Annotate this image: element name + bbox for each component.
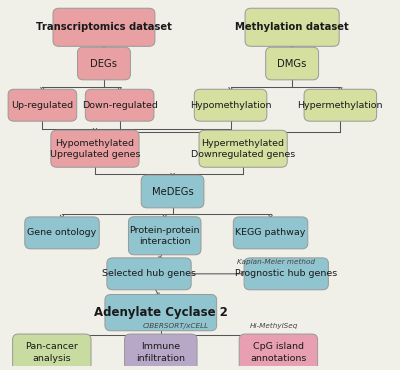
FancyBboxPatch shape xyxy=(128,217,201,255)
FancyBboxPatch shape xyxy=(233,217,308,249)
FancyBboxPatch shape xyxy=(85,89,154,121)
FancyBboxPatch shape xyxy=(13,334,91,370)
Text: Prognostic hub genes: Prognostic hub genes xyxy=(235,269,337,278)
Text: Pan-cancer
analysis: Pan-cancer analysis xyxy=(25,343,78,363)
FancyBboxPatch shape xyxy=(141,175,204,208)
Text: Selected hub genes: Selected hub genes xyxy=(102,269,196,278)
Text: Hypermethylation: Hypermethylation xyxy=(298,101,383,110)
Text: Gene ontology: Gene ontology xyxy=(27,228,97,238)
FancyBboxPatch shape xyxy=(124,334,197,370)
Text: Kaplan-Meier method: Kaplan-Meier method xyxy=(237,259,315,266)
Text: MeDEGs: MeDEGs xyxy=(152,186,194,196)
Text: Hypermethylated
Downregulated genes: Hypermethylated Downregulated genes xyxy=(191,139,295,159)
FancyBboxPatch shape xyxy=(8,89,77,121)
Text: Hypomethylation: Hypomethylation xyxy=(190,101,271,110)
Text: Immune
infiltration: Immune infiltration xyxy=(136,343,185,363)
FancyBboxPatch shape xyxy=(105,295,217,331)
Text: Transcriptomics dataset: Transcriptomics dataset xyxy=(36,22,172,32)
Text: Up-regulated: Up-regulated xyxy=(11,101,74,110)
Text: Hi-MethylSeq: Hi-MethylSeq xyxy=(250,323,298,329)
FancyBboxPatch shape xyxy=(194,89,267,121)
Text: DEGs: DEGs xyxy=(90,58,118,68)
FancyBboxPatch shape xyxy=(107,258,191,290)
Text: Methylation dataset: Methylation dataset xyxy=(235,22,349,32)
FancyBboxPatch shape xyxy=(239,334,318,370)
Text: Down-regulated: Down-regulated xyxy=(82,101,158,110)
Text: KEGG pathway: KEGG pathway xyxy=(235,228,306,238)
FancyBboxPatch shape xyxy=(53,8,155,46)
FancyBboxPatch shape xyxy=(266,47,318,80)
FancyBboxPatch shape xyxy=(244,258,328,290)
Text: CpG island
annotations: CpG island annotations xyxy=(250,343,306,363)
FancyBboxPatch shape xyxy=(51,130,139,167)
Text: CIBERSORT/xCELL: CIBERSORT/xCELL xyxy=(143,323,209,329)
FancyBboxPatch shape xyxy=(25,217,99,249)
FancyBboxPatch shape xyxy=(245,8,339,46)
FancyBboxPatch shape xyxy=(304,89,376,121)
Text: Protein-protein
interaction: Protein-protein interaction xyxy=(130,226,200,246)
Text: DMGs: DMGs xyxy=(278,58,307,68)
Text: Adenylate Cyclase 2: Adenylate Cyclase 2 xyxy=(94,306,228,319)
Text: Hypomethylated
Upregulated genes: Hypomethylated Upregulated genes xyxy=(50,139,140,159)
FancyBboxPatch shape xyxy=(199,130,287,167)
FancyBboxPatch shape xyxy=(78,47,130,80)
